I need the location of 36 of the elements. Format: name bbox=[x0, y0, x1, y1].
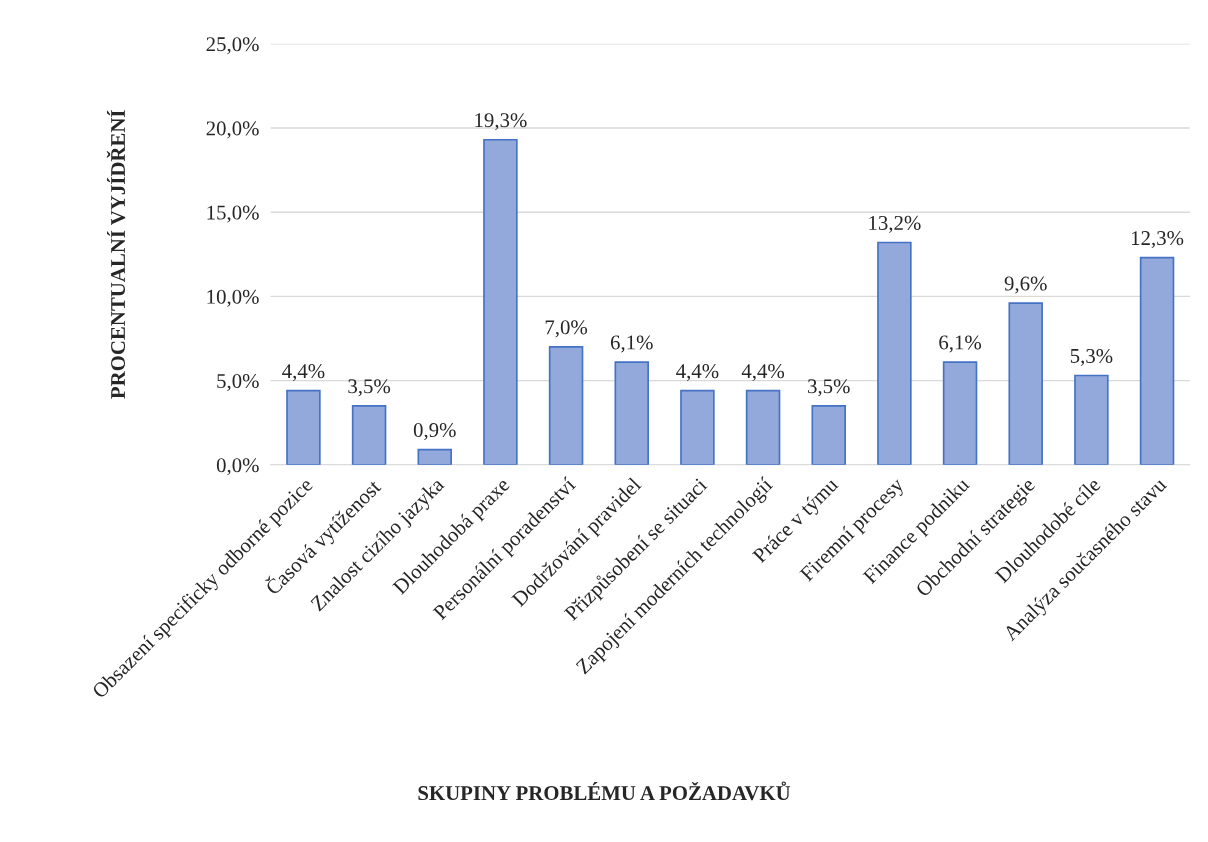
bar bbox=[1139, 256, 1175, 465]
data-label: 9,6% bbox=[1004, 276, 1047, 294]
bar bbox=[351, 405, 387, 465]
bar bbox=[811, 405, 846, 465]
y-tick-label: 0,0% bbox=[216, 458, 259, 476]
bar bbox=[877, 241, 912, 465]
data-label: 5,3% bbox=[1070, 348, 1113, 366]
bar bbox=[483, 138, 518, 465]
y-tick-label: 10,0% bbox=[207, 289, 259, 307]
y-tick-label: 5,0% bbox=[217, 373, 259, 392]
data-label: 3,5% bbox=[808, 379, 850, 397]
data-label: 6,1% bbox=[939, 335, 982, 353]
data-label: 19,3% bbox=[475, 113, 527, 131]
data-label: 0,9% bbox=[413, 423, 456, 441]
y-tick-label: 15,0% bbox=[207, 205, 259, 223]
x-axis-title: SKUPINY PROBLÉMU A POŽADAVKŮ bbox=[418, 781, 791, 801]
data-label: 4,4% bbox=[676, 364, 719, 382]
bar bbox=[745, 389, 781, 465]
data-label: 13,2% bbox=[869, 215, 921, 233]
data-label: 4,4% bbox=[282, 364, 325, 382]
bar bbox=[1074, 374, 1109, 465]
y-tick-label: 20,0% bbox=[206, 121, 259, 139]
bar bbox=[548, 346, 584, 465]
data-label: 3,5% bbox=[348, 379, 391, 397]
bar bbox=[417, 448, 453, 465]
data-label: 4,4% bbox=[741, 364, 785, 382]
bar bbox=[614, 361, 649, 465]
data-label: 12,3% bbox=[1131, 231, 1184, 249]
bar bbox=[680, 389, 715, 465]
bar bbox=[942, 361, 978, 465]
y-axis-title: PROCENTUALNÍ VYJÍDŘENÍ bbox=[106, 110, 126, 399]
bar bbox=[286, 389, 321, 465]
y-tick-label: 25,0% bbox=[206, 37, 259, 55]
data-label: 6,1% bbox=[610, 335, 653, 353]
data-label: 7,0% bbox=[545, 320, 588, 338]
bar bbox=[1008, 302, 1043, 465]
